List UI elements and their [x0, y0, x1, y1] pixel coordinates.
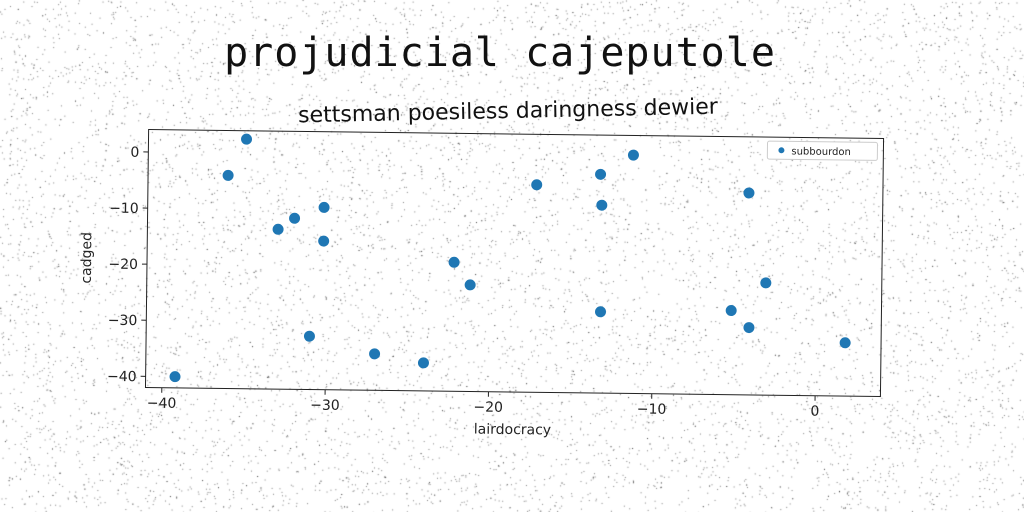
y-tick-label: −30: [108, 313, 138, 329]
scatter-point: [743, 322, 755, 334]
y-tick-label: −20: [108, 257, 138, 273]
x-tick-label: −20: [473, 400, 503, 416]
scatter-point: [760, 277, 772, 289]
scatter-point: [743, 187, 755, 199]
data-points: [169, 133, 851, 383]
scatter-point: [272, 223, 284, 235]
y-tick-label: 0: [130, 145, 139, 161]
scatter-point: [595, 168, 607, 180]
scatter-point: [448, 256, 460, 268]
x-tick-label: 0: [810, 404, 819, 420]
figure-title: projudicial cajeputole: [224, 30, 776, 76]
y-tick-label: −10: [109, 201, 139, 217]
scatter-point: [303, 330, 315, 342]
scatter-point: [839, 337, 851, 349]
x-tick-label: −30: [310, 398, 340, 414]
scatter-point: [417, 357, 429, 369]
legend-label: subbourdon: [791, 146, 851, 158]
legend: subbourdon: [766, 140, 879, 161]
x-axis: −40 −30 −20 −10 0: [147, 387, 819, 420]
scatter-point: [318, 235, 330, 247]
plot-area: −40 −30 −20 −10 0 0 −10 −20 −30 −40 subbourdon l…: [79, 129, 885, 439]
chart-subtitle: settsman poesiless daringness dewier: [298, 95, 719, 129]
scatter-point: [318, 201, 330, 213]
x-tick-label: −10: [637, 402, 667, 418]
scatter-point: [241, 133, 253, 145]
legend-box: [766, 140, 879, 161]
scatter-point: [369, 348, 381, 360]
legend-marker: [778, 147, 785, 154]
scatter-point: [464, 279, 476, 291]
scatter-point: [596, 199, 608, 211]
plot-frame: [144, 129, 885, 398]
scatter-point: [222, 169, 234, 181]
scatter-point: [595, 306, 607, 318]
y-tick-label: −40: [107, 369, 137, 385]
y-axis: 0 −10 −20 −30 −40: [107, 145, 149, 385]
y-axis-label: cadged: [79, 232, 96, 284]
x-axis-label: lairdocracy: [474, 422, 552, 439]
scatter-point: [725, 305, 737, 317]
scatter-point: [531, 179, 543, 191]
scatter-point: [169, 371, 181, 383]
scatter-point: [289, 212, 301, 224]
scatter-point: [627, 149, 639, 161]
x-tick-label: −40: [147, 396, 177, 412]
